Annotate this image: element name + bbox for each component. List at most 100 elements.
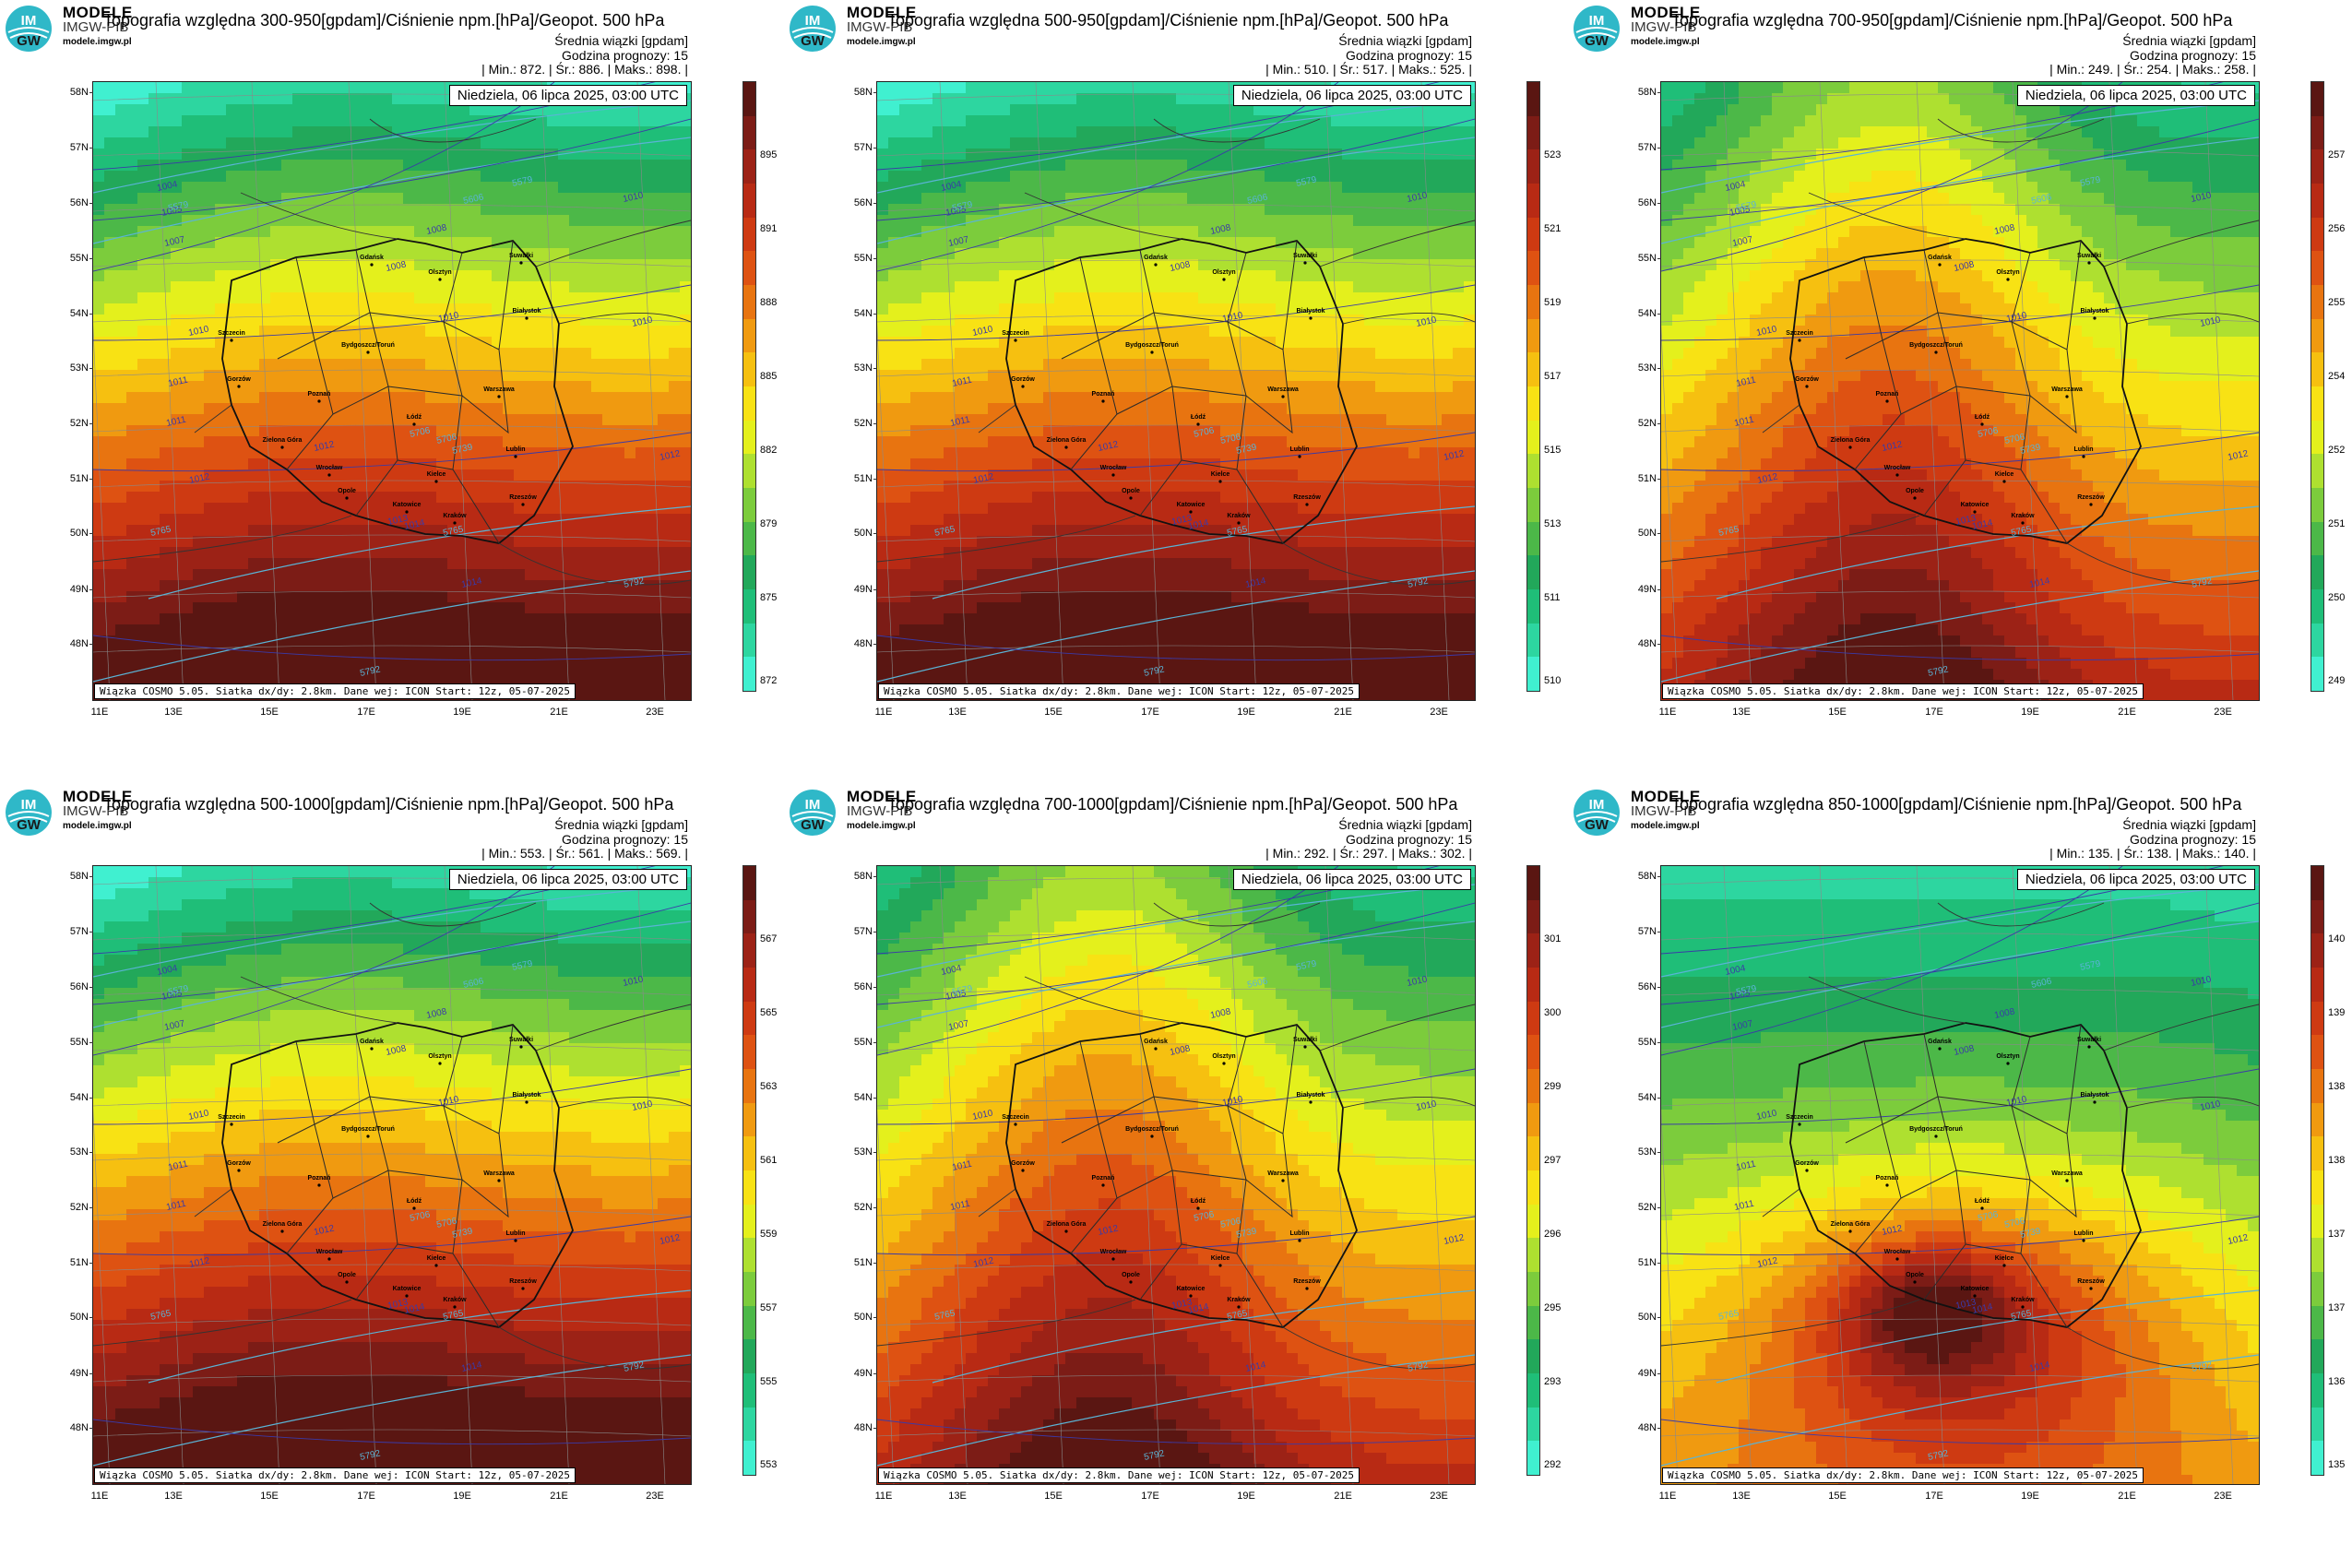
colorbar-label: 513 — [1544, 518, 1562, 529]
axis-tick — [1657, 1152, 1661, 1153]
colorbar-segment — [2311, 82, 2323, 116]
city-label: Białystok — [512, 1092, 540, 1099]
axis-tick — [873, 876, 877, 877]
colorbar-label: 140 — [2328, 933, 2346, 944]
city-marker — [1805, 1169, 1809, 1172]
voivodeship-border — [2029, 349, 2077, 434]
axis-tick — [89, 368, 93, 369]
city-marker — [1237, 1305, 1241, 1309]
colorbar-segment — [1527, 1441, 1539, 1475]
city-label: Poznań — [1876, 391, 1899, 398]
country-border — [1153, 118, 1321, 143]
city-label: Olsztyn — [1996, 1053, 2019, 1060]
isobar-label: 1010 — [2005, 310, 2027, 324]
imgw-logo-icon: IM GW — [1574, 790, 1620, 836]
city-label: Gorzów — [1795, 1160, 1819, 1167]
isohypse-label: 5739 — [451, 1226, 473, 1240]
city-label: Łódź — [407, 414, 422, 421]
city-marker — [1218, 480, 1222, 483]
forecast-panel: IM GW MODELE IMGW-PIB modele.imgw.pl Topograf… — [0, 0, 784, 784]
country-border — [877, 515, 1136, 563]
city-label: Wrocław — [316, 465, 343, 471]
isobar-label: 1010 — [1415, 315, 1437, 328]
longitude-label: 11E — [90, 707, 109, 718]
city-marker — [1305, 503, 1309, 506]
longitude-line — [348, 866, 377, 1484]
voivodeship-border — [1245, 1133, 1293, 1218]
longitude-line — [1132, 866, 1161, 1484]
isobar-label: 1010 — [1755, 1108, 1777, 1122]
latitude-label: 56N — [1637, 981, 1657, 992]
logo-text-top: IM — [21, 797, 37, 813]
colorbar-segment — [1527, 967, 1539, 1002]
latitude-label: 55N — [69, 1037, 89, 1048]
latitude-line — [877, 1264, 1475, 1272]
city-label: Zielona Góra — [263, 1221, 303, 1228]
latitude-label: 51N — [69, 473, 89, 484]
isobar-label: 1014 — [1187, 1301, 1209, 1315]
city-label: Bydgoszcz/Toruń — [341, 1126, 395, 1133]
city-marker — [280, 1229, 284, 1233]
longitude-label: 23E — [2214, 1491, 2232, 1502]
latitude-label: 58N — [1637, 871, 1657, 882]
city-marker — [237, 1169, 241, 1172]
city-label: Gorzów — [227, 376, 251, 383]
colorbar-segment — [1527, 1305, 1539, 1340]
city-marker — [345, 496, 349, 500]
latitude-label: 55N — [1637, 253, 1657, 264]
isobar-label: 1005 — [1728, 204, 1751, 218]
isobar-line — [877, 82, 1339, 272]
isobar-line — [93, 1419, 691, 1445]
city-label: Opole — [1122, 488, 1140, 494]
isohypse-label: 5606 — [462, 192, 484, 206]
field-shading — [93, 82, 691, 700]
axis-tick — [1657, 589, 1661, 590]
isohypse-label: 5706 — [435, 1216, 457, 1229]
city-marker — [366, 1134, 370, 1138]
colorbar-label: 138 — [2328, 1081, 2346, 1092]
city-label: Białystok — [2080, 308, 2108, 315]
voivodeship-border — [452, 1253, 500, 1328]
city-marker — [1222, 278, 1226, 281]
latitude-label: 58N — [853, 87, 873, 98]
forecast-date: Niedziela, 06 lipca 2025, 03:00 UTC — [448, 85, 687, 106]
country-border — [1808, 976, 1966, 1024]
brand-org: IMGW-PIB — [1631, 19, 1697, 35]
city-marker — [2065, 1179, 2069, 1182]
isobar-label: 1004 — [156, 179, 178, 193]
isobar-label: 1010 — [2005, 1094, 2027, 1108]
city-label: Gdańsk — [1928, 255, 1952, 261]
isohypse-label: 5579 — [167, 199, 189, 213]
isobar-label: 1011 — [167, 1159, 189, 1173]
panel-title: Topografia względna 700-950[gpdam]/Ciśni… — [1671, 11, 2233, 30]
longitude-label: 19E — [2021, 1491, 2039, 1502]
colorbar-label: 895 — [760, 149, 778, 160]
axis-tick — [89, 423, 93, 424]
city-label: Wrocław — [316, 1249, 343, 1255]
latitude-label: 51N — [853, 1257, 873, 1268]
isobar-label: 1012 — [2227, 448, 2249, 462]
country-border — [535, 220, 691, 267]
isobar-line — [877, 1419, 1475, 1445]
country-border — [1661, 515, 1920, 563]
country-border — [1342, 1097, 1475, 1109]
isohypse-label: 5739 — [2019, 1226, 2041, 1240]
latitude-label: 50N — [69, 1312, 89, 1323]
colorbar-segment — [743, 115, 755, 150]
stats-line: | Min.: 292. | Śr.: 297. | Maks.: 302. | — [1265, 846, 1472, 861]
latitude-line — [1661, 1264, 2259, 1272]
city-label: Lublin — [1290, 1230, 1310, 1237]
isohypse-line — [1661, 884, 2259, 978]
voivodeship-border — [1236, 1253, 1284, 1328]
longitude-label: 17E — [1925, 707, 1943, 718]
axis-tick — [89, 1373, 93, 1374]
country-border — [1937, 902, 2105, 927]
city-marker — [1848, 1229, 1852, 1233]
colorbar-segment — [1527, 1271, 1539, 1306]
brand-org: IMGW-PIB — [847, 803, 913, 819]
isobar-label: 1011 — [1733, 1199, 1755, 1213]
city-label: Bydgoszcz/Toruń — [1125, 1126, 1179, 1133]
city-marker — [434, 1264, 438, 1267]
isobar-label: 1012 — [188, 1255, 210, 1269]
isobar-label: 1012 — [1097, 439, 1119, 453]
